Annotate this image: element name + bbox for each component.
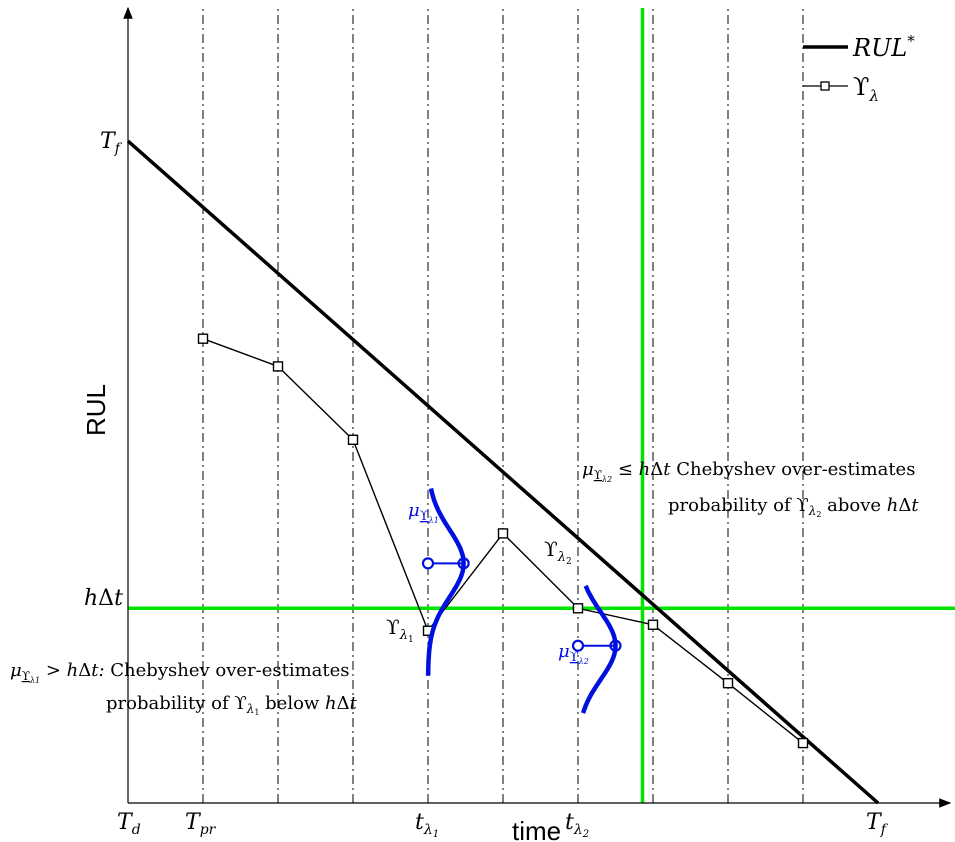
distribution-curve-1 [425,488,466,676]
series-rul-line [126,139,880,805]
axes [123,6,952,808]
distribution-mean-start-2 [571,639,585,652]
y-axis-label: RUL [81,384,111,436]
upsilon-point-8 [722,677,734,689]
x-tick-label-td: Td [117,810,141,838]
x-tick-label-tl2: tλ2 [565,810,589,840]
upsilon-point-1 [197,333,209,344]
y-tick-label-tf: Tf [100,129,123,157]
legend-upsilon-marker [820,81,830,91]
distribution-curve-2 [580,584,618,714]
x-tick-label-tpr: Tpr [185,810,217,838]
legend-rul-label: RUL* [852,32,915,62]
x-tick-label-tl1: tλ1 [415,810,439,840]
note-upper-line2: probability of ϒλ2 above hΔt [668,495,919,519]
note-lower-text: Chebyshev over-estimates [110,660,349,681]
distribution-mean-end-2 [609,639,622,652]
distributions [421,488,622,714]
upsilon-l1-label: ϒλ1 [386,615,414,645]
upsilon-point-6 [572,603,584,614]
vertical-gridlines [202,8,804,803]
upsilon-point-7 [647,619,659,630]
upsilon-l2-label: ϒλ2 [544,537,572,567]
series [126,139,880,805]
note-upper-text: Chebyshev over-estimates [676,459,915,480]
note-upper-line1: μϒλ2 ≤ hΔt Chebyshev over-estimates [582,459,915,484]
legend-upsilon-label: ϒλ [853,73,879,105]
y-tick-label-hdt: hΔt [84,586,123,611]
threshold-lines [128,8,955,803]
distribution-mean-start-1 [421,557,435,570]
upsilon-point-3 [347,434,359,445]
distribution-mean-end-1 [457,557,470,570]
upsilon-point-5 [497,528,509,539]
note-lower-line1: μϒλ1 > hΔt: Chebyshev over-estimates [10,660,350,685]
upsilon-point-2 [272,361,284,372]
legend: RUL* ϒλ [803,32,915,105]
upsilon-point-9 [797,737,809,749]
note-lower-line2: probability of ϒλ1 below hΔt [106,693,358,717]
x-tick-label-tf: Tf [866,810,889,838]
x-axis-label: time [512,816,561,842]
